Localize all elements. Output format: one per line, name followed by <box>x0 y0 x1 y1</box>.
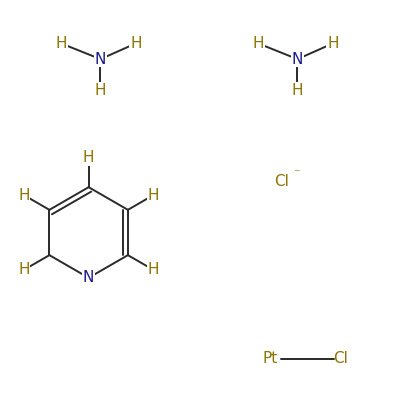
Text: N: N <box>83 270 94 285</box>
Text: H: H <box>148 262 159 277</box>
Text: H: H <box>83 150 95 165</box>
Text: H: H <box>327 36 339 51</box>
Text: H: H <box>18 187 30 203</box>
Text: H: H <box>252 36 264 51</box>
Text: Pt: Pt <box>262 351 277 366</box>
Text: H: H <box>18 262 30 277</box>
Text: H: H <box>130 36 142 51</box>
Text: ⁻: ⁻ <box>294 167 300 180</box>
Text: N: N <box>95 52 106 66</box>
Text: Cl: Cl <box>274 174 289 189</box>
Text: H: H <box>95 83 106 98</box>
Text: N: N <box>292 52 303 66</box>
Text: H: H <box>148 187 159 203</box>
Text: H: H <box>292 83 303 98</box>
Text: Cl: Cl <box>333 351 348 366</box>
Text: H: H <box>55 36 67 51</box>
